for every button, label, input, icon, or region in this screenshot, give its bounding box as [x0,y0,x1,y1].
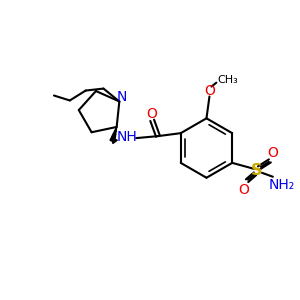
Text: O: O [267,146,278,160]
Text: S: S [251,163,263,178]
Text: O: O [204,84,215,98]
Text: N: N [116,89,127,103]
Polygon shape [112,139,117,143]
Text: NH: NH [117,130,138,144]
Text: O: O [239,183,250,196]
Text: CH₃: CH₃ [218,75,238,85]
Text: NH₂: NH₂ [268,178,295,192]
Text: O: O [147,107,158,122]
Polygon shape [110,127,117,142]
